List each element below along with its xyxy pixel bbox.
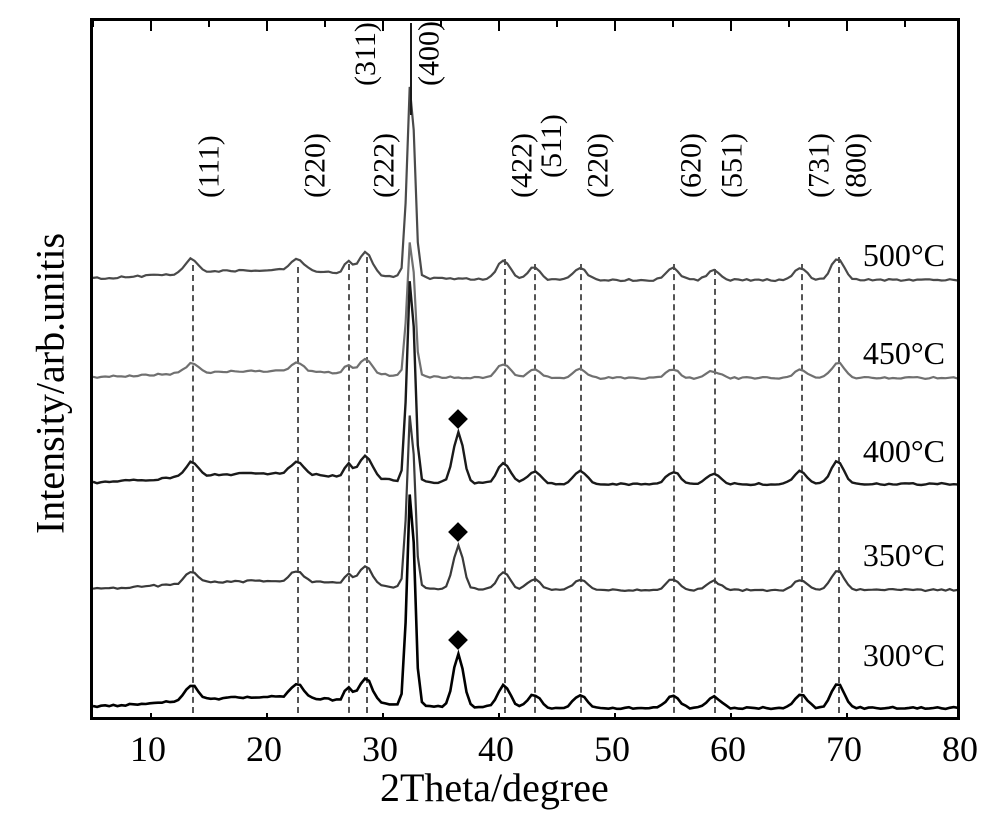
miller-label: (111) bbox=[192, 135, 226, 198]
figure: Intensity/arb.unitis 2Theta/degree 500°C… bbox=[0, 0, 1000, 814]
miller-label: (800) bbox=[839, 133, 873, 198]
miller-label: (222) bbox=[367, 133, 401, 198]
miller-label: (220) bbox=[299, 133, 333, 198]
x-tick-label: 70 bbox=[826, 728, 862, 770]
miller-label: (311) bbox=[349, 22, 383, 86]
plot-area: 500°C450°C400°C350°C300°C(111)(220)(311)… bbox=[90, 18, 960, 720]
x-tick-label: 60 bbox=[710, 728, 746, 770]
miller-label: (731) bbox=[802, 133, 836, 198]
x-tick-label: 20 bbox=[246, 728, 282, 770]
miller-label: (620) bbox=[674, 133, 708, 198]
xrd-trace-t300 bbox=[93, 21, 960, 720]
series-label-t300: 300°C bbox=[863, 637, 945, 674]
x-tick-label: 80 bbox=[942, 728, 978, 770]
miller-label: (220) bbox=[582, 133, 616, 198]
x-axis-label: 2Theta/degree bbox=[380, 764, 609, 811]
y-axis-label: Intensity/arb.unitis bbox=[27, 204, 74, 564]
miller-label: (511) bbox=[535, 114, 569, 178]
miller-label: (400) bbox=[412, 21, 446, 86]
x-tick-label: 10 bbox=[130, 728, 166, 770]
miller-label: (551) bbox=[715, 133, 749, 198]
